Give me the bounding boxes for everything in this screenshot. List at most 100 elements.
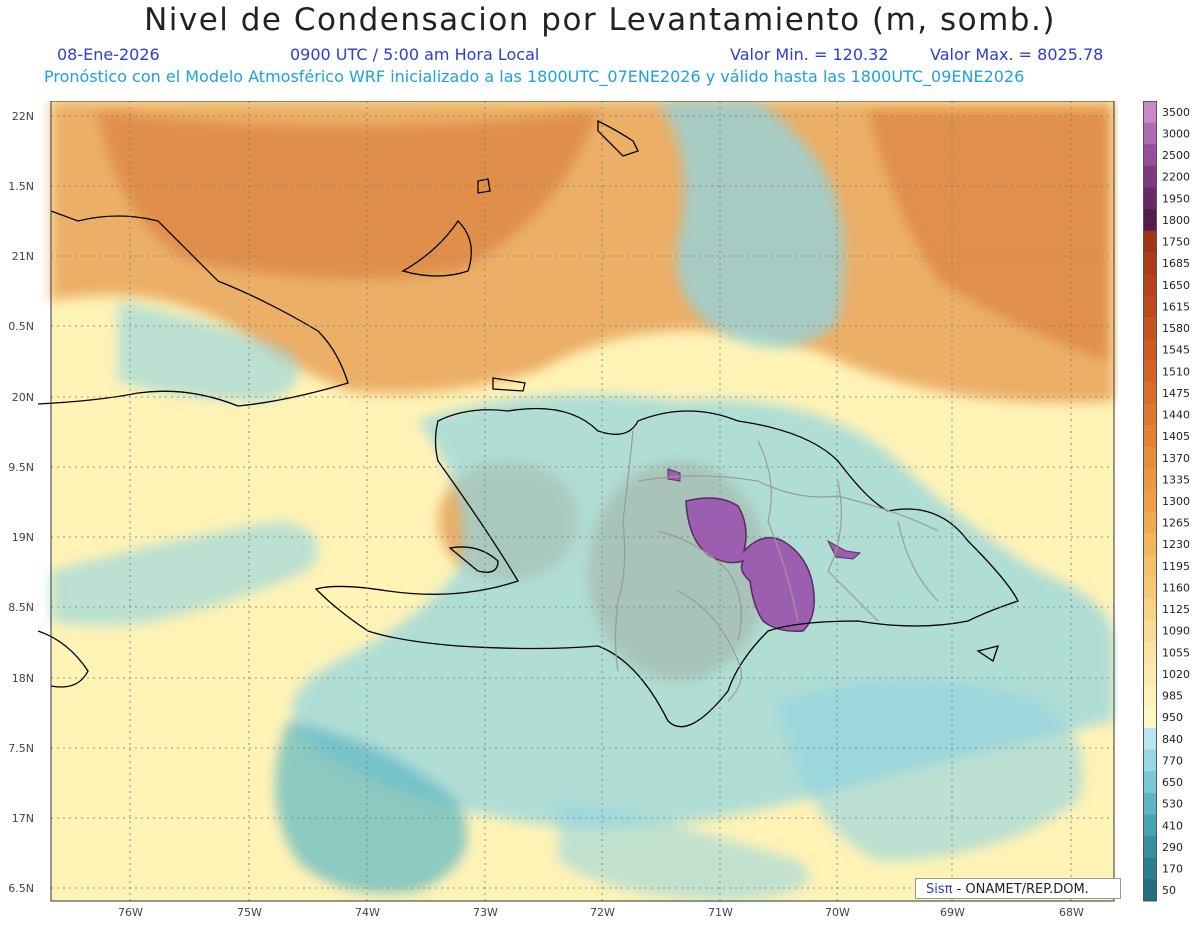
legend-swatch xyxy=(1143,511,1157,534)
legend-swatch xyxy=(1143,122,1157,145)
legend-swatch xyxy=(1143,533,1157,556)
lon-label: 75W xyxy=(237,906,262,919)
legend-label: 170 xyxy=(1162,863,1183,876)
lat-label: 6.5N xyxy=(8,882,34,895)
legend-swatch xyxy=(1143,425,1157,448)
lon-label: 73W xyxy=(473,906,498,919)
legend-swatch xyxy=(1143,338,1157,361)
legend-label: 1335 xyxy=(1162,473,1190,486)
legend-label: 1370 xyxy=(1162,452,1190,465)
legend-label: 840 xyxy=(1162,733,1183,746)
legend-label: 530 xyxy=(1162,798,1183,811)
legend-label: 2500 xyxy=(1162,149,1190,162)
legend-label: 1580 xyxy=(1162,322,1190,335)
lat-label: 1.5N xyxy=(8,180,34,193)
lon-label: 68W xyxy=(1059,906,1084,919)
lat-label: 17N xyxy=(11,812,34,825)
legend-frame xyxy=(1143,101,1157,901)
legend-swatch xyxy=(1143,252,1157,275)
legend-label: 50 xyxy=(1162,884,1176,897)
legend-label: 1510 xyxy=(1162,365,1190,378)
legend-swatch xyxy=(1143,230,1157,253)
map-canvas xyxy=(38,101,1115,902)
legend-swatch xyxy=(1143,317,1157,340)
legend-swatch xyxy=(1143,706,1157,729)
color-legend: 3500 3000 2500 2200 1950 1800 1750 1685 1650 1615… xyxy=(1143,101,1190,902)
lon-label: 70W xyxy=(825,906,850,919)
legend-swatch xyxy=(1143,382,1157,405)
legend-swatch xyxy=(1143,857,1157,880)
legend-label: 1405 xyxy=(1162,430,1190,443)
legend-label: 3500 xyxy=(1162,106,1190,119)
lcl-low-field xyxy=(51,101,1114,901)
lat-label: 21N xyxy=(11,250,34,263)
min-value-label: Valor Min. = 120.32 xyxy=(730,45,889,64)
legend-swatch xyxy=(1143,749,1157,772)
legend-swatch xyxy=(1143,468,1157,491)
legend-swatch xyxy=(1143,836,1157,859)
credit-box: Sisπ - ONAMET/REP.DOM. xyxy=(915,878,1121,899)
legend-swatch xyxy=(1143,360,1157,383)
model-info-line: Pronóstico con el Modelo Atmosférico WRF… xyxy=(44,67,1025,86)
lat-label: 22N xyxy=(11,110,34,123)
legend-label: 1750 xyxy=(1162,236,1190,249)
legend-label: 1055 xyxy=(1162,646,1190,659)
lat-label: 19N xyxy=(11,531,34,544)
legend-swatch xyxy=(1143,641,1157,664)
lat-label: 9.5N xyxy=(8,461,34,474)
lon-label: 74W xyxy=(355,906,380,919)
lcl-peak-field xyxy=(667,468,862,633)
legend-label: 1230 xyxy=(1162,538,1190,551)
legend-swatch xyxy=(1143,728,1157,751)
legend-label: 1265 xyxy=(1162,517,1190,530)
legend-swatch xyxy=(1143,879,1157,902)
lat-label: 18N xyxy=(11,672,34,685)
legend-label: 1125 xyxy=(1162,603,1190,616)
legend-swatch xyxy=(1143,663,1157,686)
legend-label: 650 xyxy=(1162,776,1183,789)
legend-label: 1545 xyxy=(1162,344,1190,357)
legend-label: 1475 xyxy=(1162,387,1190,400)
legend-label: 1440 xyxy=(1162,409,1190,422)
legend-label: 1195 xyxy=(1162,560,1190,573)
lat-label: 8.5N xyxy=(8,601,34,614)
legend-swatch xyxy=(1143,771,1157,794)
legend-swatch xyxy=(1143,576,1157,599)
legend-label: 1650 xyxy=(1162,279,1190,292)
legend-swatch xyxy=(1143,555,1157,578)
max-value-label: Valor Max. = 8025.78 xyxy=(930,45,1104,64)
legend-label: 2200 xyxy=(1162,171,1190,184)
credit-logo: Sisπ xyxy=(926,882,953,897)
legend-swatch xyxy=(1143,209,1157,232)
lat-label: 7.5N xyxy=(8,742,34,755)
date-label: 08-Ene-2026 xyxy=(57,45,160,64)
legend-label: 1020 xyxy=(1162,668,1190,681)
lon-label: 72W xyxy=(590,906,615,919)
legend-label: 1615 xyxy=(1162,300,1190,313)
time-label: 0900 UTC / 5:00 am Hora Local xyxy=(290,45,540,64)
legend-swatch xyxy=(1143,295,1157,318)
lat-label: 0.5N xyxy=(8,320,34,333)
legend-label: 1300 xyxy=(1162,495,1190,508)
legend-label: 290 xyxy=(1162,841,1183,854)
legend-swatch xyxy=(1143,273,1157,297)
lon-label: 71W xyxy=(708,906,733,919)
legend-label: 410 xyxy=(1162,819,1183,832)
legend-label: 950 xyxy=(1162,711,1183,724)
legend-swatch xyxy=(1143,446,1157,470)
legend-swatch xyxy=(1143,619,1157,643)
legend-swatch xyxy=(1143,187,1157,210)
legend-swatch xyxy=(1143,490,1157,513)
map-title: Nivel de Condensacion por Levantamiento … xyxy=(144,2,1056,38)
lon-label: 76W xyxy=(118,906,143,919)
province-borders xyxy=(614,430,939,702)
legend-label: 1950 xyxy=(1162,192,1190,205)
legend-label: 1160 xyxy=(1162,581,1190,594)
legend-label: 1800 xyxy=(1162,214,1190,227)
legend-swatch xyxy=(1143,403,1157,426)
legend-swatch xyxy=(1143,684,1157,707)
legend-label: 985 xyxy=(1162,690,1183,703)
legend-swatch xyxy=(1143,814,1157,837)
credit-text: - ONAMET/REP.DOM. xyxy=(952,882,1089,897)
legend-label: 1090 xyxy=(1162,625,1190,638)
